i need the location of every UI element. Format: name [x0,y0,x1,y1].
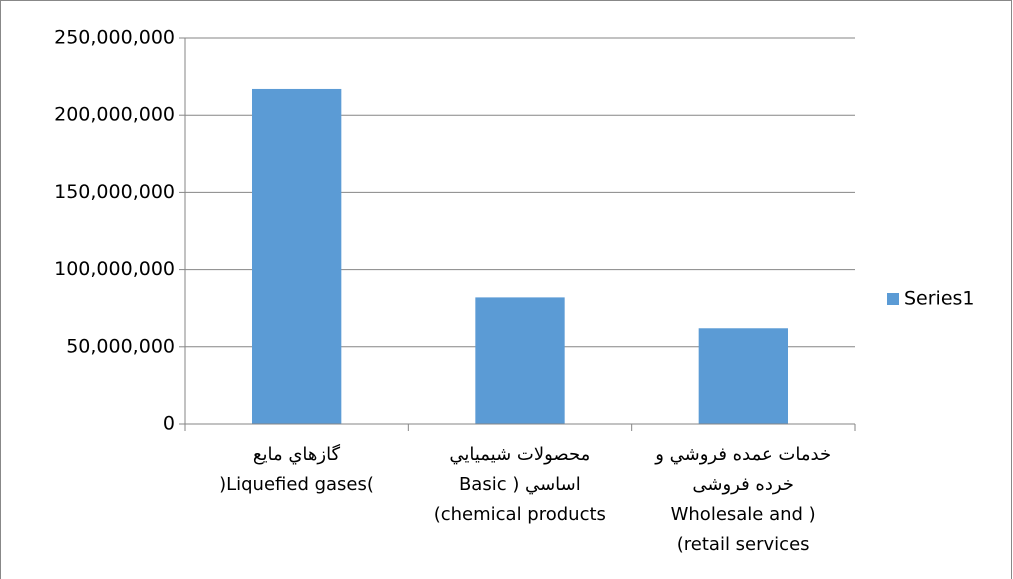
bar [252,88,342,425]
x-tick-label: محصولات شيميايي اساسي ( Basic (chemical … [433,444,606,525]
legend-swatch [887,293,899,305]
bar [475,297,565,424]
legend-label: Series1 [904,288,975,310]
y-tick-label: 50,000,000 [66,335,175,357]
y-tick-label: 150,000,000 [54,181,175,203]
y-tick-label: 200,000,000 [54,104,175,126]
bar [698,328,788,424]
y-tick-label: 250,000,000 [54,27,175,49]
x-tick-label: خدمات عمده فروشي و خرده فروشی Wholesale … [655,444,832,555]
y-tick-label: 100,000,000 [54,258,175,280]
x-tick-label: گازهاي مايع (Liquefied gases) [219,444,374,495]
y-tick-label: 0 [163,413,175,435]
